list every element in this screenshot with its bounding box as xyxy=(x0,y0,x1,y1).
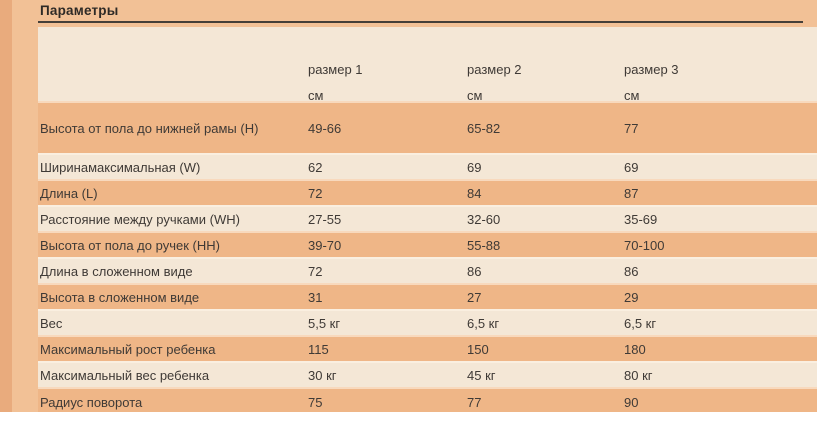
table-row: Максимальный вес ребенка 30 кг 45 кг 80 кг xyxy=(38,361,817,387)
table-row: Длина (L) 72 84 87 xyxy=(38,179,817,205)
row-value: 30 кг xyxy=(308,367,337,383)
row-value: 84 xyxy=(467,185,482,201)
row-value: 65-82 xyxy=(467,120,501,136)
column-header-label: размер 3 xyxy=(624,62,679,77)
column-header-label: размер 1 xyxy=(308,62,363,77)
row-value: 6,5 кг xyxy=(467,315,500,331)
row-value: 29 xyxy=(624,289,639,305)
column-header-size-1: размер 1 см xyxy=(308,27,467,109)
row-value: 72 xyxy=(308,263,323,279)
row-value: 87 xyxy=(624,185,639,201)
row-label: Длина в сложенном виде xyxy=(40,263,193,279)
row-value: 27 xyxy=(467,289,482,305)
left-accent-strip xyxy=(0,0,12,412)
column-unit-label: см xyxy=(308,88,324,103)
row-label: Расстояние между ручками (WH) xyxy=(40,211,240,227)
row-label: Вес xyxy=(40,315,63,331)
table-row: Радиус поворота 75 77 90 xyxy=(38,387,817,415)
row-value: 49-66 xyxy=(308,120,342,136)
table-row: Высота в сложенном виде 31 27 29 xyxy=(38,283,817,309)
column-header-label: размер 2 xyxy=(467,62,522,77)
row-label: Длина (L) xyxy=(40,185,98,201)
row-value: 86 xyxy=(624,263,639,279)
column-header-size-2: размер 2 см xyxy=(467,27,624,109)
title-underline xyxy=(38,21,803,23)
row-value: 6,5 кг xyxy=(624,315,657,331)
row-value: 75 xyxy=(308,394,323,410)
row-label: Максимальный рост ребенка xyxy=(40,341,216,357)
row-value: 31 xyxy=(308,289,323,305)
table-row: Вес 5,5 кг 6,5 кг 6,5 кг xyxy=(38,309,817,335)
row-value: 77 xyxy=(624,120,639,136)
row-label: Радиус поворота xyxy=(40,394,143,410)
row-value: 77 xyxy=(467,394,482,410)
column-unit-label: см xyxy=(467,88,483,103)
row-value: 70-100 xyxy=(624,237,665,253)
page-background xyxy=(0,412,817,432)
row-value: 39-70 xyxy=(308,237,342,253)
table-row: Расстояние между ручками (WH) 27-55 32-60 3… xyxy=(38,205,817,231)
row-value: 69 xyxy=(624,159,639,175)
row-value: 69 xyxy=(467,159,482,175)
table-row: Ширинамаксимальная (W) 62 69 69 xyxy=(38,153,817,179)
row-label: Ширинамаксимальная (W) xyxy=(40,159,201,175)
table-header-row: размер 1 см размер 2 см размер 3 см xyxy=(38,27,817,103)
row-value: 72 xyxy=(308,185,323,201)
row-value: 80 кг xyxy=(624,367,653,383)
row-label-column-header xyxy=(38,27,308,57)
row-value: 180 xyxy=(624,341,646,357)
row-value: 86 xyxy=(467,263,482,279)
table-row: Максимальный рост ребенка 115 150 180 xyxy=(38,335,817,361)
product-parameters-panel: Параметры размер 1 см размер 2 см размер 3 см… xyxy=(0,0,817,415)
column-header-size-3: размер 3 см xyxy=(624,27,817,109)
row-value: 55-88 xyxy=(467,237,501,253)
table-title: Параметры xyxy=(40,3,119,18)
row-value: 115 xyxy=(308,341,329,357)
row-value: 62 xyxy=(308,159,323,175)
row-value: 32-60 xyxy=(467,211,501,227)
row-label: Максимальный вес ребенка xyxy=(40,367,210,383)
table-row: Высота от пола до нижней рамы (H) 49-66 65… xyxy=(38,101,817,153)
table-row: Высота от пола до ручек (HH) 39-70 55-88 70… xyxy=(38,231,817,257)
column-unit-label: см xyxy=(624,88,640,103)
row-value: 90 xyxy=(624,394,639,410)
row-value: 5,5 кг xyxy=(308,315,341,331)
row-label: Высота от пола до ручек (HH) xyxy=(40,237,220,253)
row-value: 35-69 xyxy=(624,211,658,227)
row-value: 150 xyxy=(467,341,489,357)
row-value: 45 кг xyxy=(467,367,496,383)
row-label: Высота от пола до нижней рамы (H) xyxy=(40,120,259,136)
table-row: Длина в сложенном виде 72 86 86 xyxy=(38,257,817,283)
row-label: Высота в сложенном виде xyxy=(40,289,200,305)
parameters-table: размер 1 см размер 2 см размер 3 см Высота от… xyxy=(38,27,817,415)
row-value: 27-55 xyxy=(308,211,342,227)
